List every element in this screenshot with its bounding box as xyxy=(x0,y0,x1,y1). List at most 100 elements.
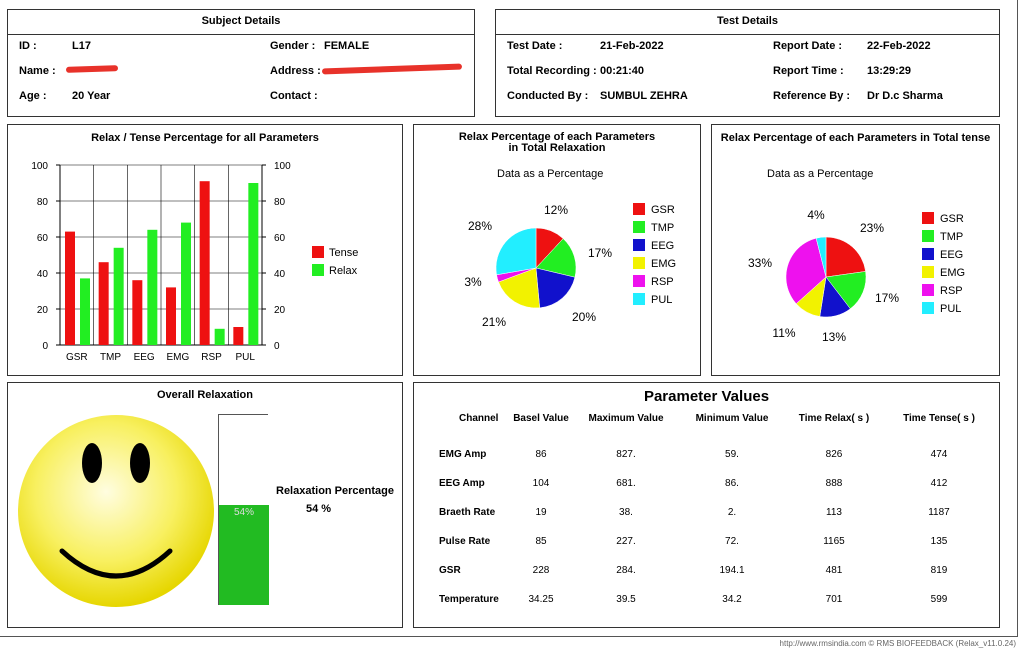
relaxation-percentage-value: 54 % xyxy=(306,503,332,515)
table-row-channel: Pulse Rate xyxy=(439,536,491,547)
contact-label: Contact : xyxy=(270,90,318,102)
pie-slice-label-eeg: 20% xyxy=(572,310,596,324)
table-header: Time Tense( s ) xyxy=(903,413,975,424)
pie-legend-swatch-gsr xyxy=(633,203,645,215)
table-cell: 1165 xyxy=(823,536,845,547)
bar-tense-emg xyxy=(166,287,176,345)
pie-slice-label-tmp: 17% xyxy=(875,291,899,305)
pie-slice-label-rsp: 3% xyxy=(464,275,482,289)
table-cell: 113 xyxy=(826,507,842,518)
pie-relax-chart: 12% 17% 20% 21% 3% 28% GSR TMP EEG EMG RSP PUL xyxy=(464,203,676,329)
pie-legend-label-gsr: GSR xyxy=(651,204,675,216)
pie-legend-label-emg: EMG xyxy=(940,267,965,279)
table-header: Maximum Value xyxy=(588,413,664,424)
total-recording-label: Total Recording : xyxy=(507,65,597,77)
pie-slice-label-rsp: 33% xyxy=(748,256,772,270)
bar-chart: 0 0 20 20 40 40 60 60 80 80 100 100 GSR TMP EEG EMG RSP P… xyxy=(31,161,358,363)
id-label: ID : xyxy=(19,40,37,52)
pie-slice-label-gsr: 23% xyxy=(860,221,884,235)
table-cell: 59. xyxy=(725,449,739,460)
pie-slice-label-gsr: 12% xyxy=(544,203,568,217)
bar-relax-eeg xyxy=(147,229,158,345)
age-value: 20 Year xyxy=(72,90,111,102)
table-cell: 72. xyxy=(725,536,739,547)
pie-slice-tmp xyxy=(825,271,867,310)
bar-y-tick-label-right: 60 xyxy=(274,233,286,244)
table-cell: 481 xyxy=(825,565,843,576)
table-row-channel: EEG Amp xyxy=(439,478,485,489)
table-cell: 39.5 xyxy=(616,594,636,605)
bar-tense-tmp xyxy=(98,262,109,345)
bar-relax-pul xyxy=(248,183,259,345)
bar-x-tick-label: EMG xyxy=(166,352,189,363)
report-date-value: 22-Feb-2022 xyxy=(867,40,931,52)
table-header: Channel xyxy=(459,413,499,424)
pie-legend-swatch-eeg xyxy=(922,248,934,260)
table-cell: 227. xyxy=(616,536,636,547)
pie-relax-subtitle: Data as a Percentage xyxy=(497,168,604,180)
bar-y-tick-label-right: 100 xyxy=(274,161,291,172)
pie-slice-label-emg: 11% xyxy=(772,326,795,340)
report-time-value: 13:29:29 xyxy=(867,65,912,77)
report-frame xyxy=(0,0,1018,637)
table-cell: 599 xyxy=(930,594,948,605)
pie-relax-title: Relax Percentage of each Parameters in T… xyxy=(458,131,656,154)
pie-legend-label-eeg: EEG xyxy=(651,240,674,252)
table-cell: 86. xyxy=(725,478,739,489)
table-cell: 86 xyxy=(535,449,547,460)
reference-by-label: Reference By : xyxy=(773,90,851,102)
report-date-label: Report Date : xyxy=(773,40,843,52)
bar-x-tick-label: RSP xyxy=(201,352,222,363)
test-details-title: Test Details xyxy=(717,15,778,27)
bar-x-tick-label: GSR xyxy=(66,352,88,363)
table-cell: 681. xyxy=(616,478,636,489)
bar-x-tick-label: PUL xyxy=(235,352,255,363)
pie-legend-label-gsr: GSR xyxy=(940,213,964,225)
pie-legend-swatch-emg xyxy=(922,266,934,278)
overall-relaxation-panel: Overall Relaxation 54% Relaxation Percen… xyxy=(7,382,403,628)
pie-legend-label-emg: EMG xyxy=(651,258,676,270)
table-cell: 38. xyxy=(619,507,633,518)
pie-legend-swatch-pul xyxy=(922,302,934,314)
table-cell: 85 xyxy=(535,536,547,547)
overall-relaxation-title: Overall Relaxation xyxy=(157,389,253,401)
smiley-face-icon xyxy=(18,415,214,607)
relaxation-percentage-label: Relaxation Percentage xyxy=(276,485,394,497)
bar-y-tick-label-left: 0 xyxy=(42,341,48,352)
pie-legend-swatch-gsr xyxy=(922,212,934,224)
conducted-by-value: SUMBUL ZEHRA xyxy=(600,90,688,102)
table-cell: 34.2 xyxy=(722,594,742,605)
report-time-label: Report Time : xyxy=(773,65,844,77)
relaxation-gauge-fill: 54% xyxy=(219,505,269,605)
table-cell: 194.1 xyxy=(719,565,745,576)
parameter-values-title: Parameter Values xyxy=(643,388,770,405)
relaxation-gauge: 54% xyxy=(218,414,269,605)
footer-credit: http://www.rmsindia.com © RMS BIOFEEDBAC… xyxy=(779,639,1016,648)
table-cell: 888 xyxy=(825,478,843,489)
bar-relax-gsr xyxy=(80,278,90,345)
table-cell: 1187 xyxy=(928,507,950,518)
table-row-channel: Braeth Rate xyxy=(439,507,496,518)
pie-slice-pul xyxy=(495,227,537,276)
bar-chart-title: Relax / Tense Percentage for all Paramet… xyxy=(91,132,319,144)
age-label: Age : xyxy=(19,90,47,102)
pie-slice-label-tmp: 17% xyxy=(588,246,612,260)
bar-tense-pul xyxy=(233,327,244,345)
pie-legend-label-rsp: RSP xyxy=(651,276,674,288)
bar-relax-rsp xyxy=(214,328,225,345)
table-cell: 819 xyxy=(930,565,948,576)
pie-legend-swatch-pul xyxy=(633,293,645,305)
pie-slice-eeg xyxy=(535,267,576,309)
pie-legend-swatch-rsp xyxy=(633,275,645,287)
pie-legend-label-rsp: RSP xyxy=(940,285,963,297)
pie-legend-swatch-rsp xyxy=(922,284,934,296)
bar-chart-panel: Relax / Tense Percentage for all Paramet… xyxy=(7,124,403,376)
legend-swatch-relax xyxy=(312,264,324,276)
table-cell: 701 xyxy=(825,594,843,605)
pie-tense-panel: Relax Percentage of each Parameters in T… xyxy=(711,124,1000,376)
table-header: Basel Value xyxy=(513,413,569,424)
bar-relax-emg xyxy=(181,222,191,345)
bar-y-tick-label-right: 40 xyxy=(274,269,286,280)
gender-value: FEMALE xyxy=(324,40,370,52)
pie-slice-gsr xyxy=(825,236,866,278)
